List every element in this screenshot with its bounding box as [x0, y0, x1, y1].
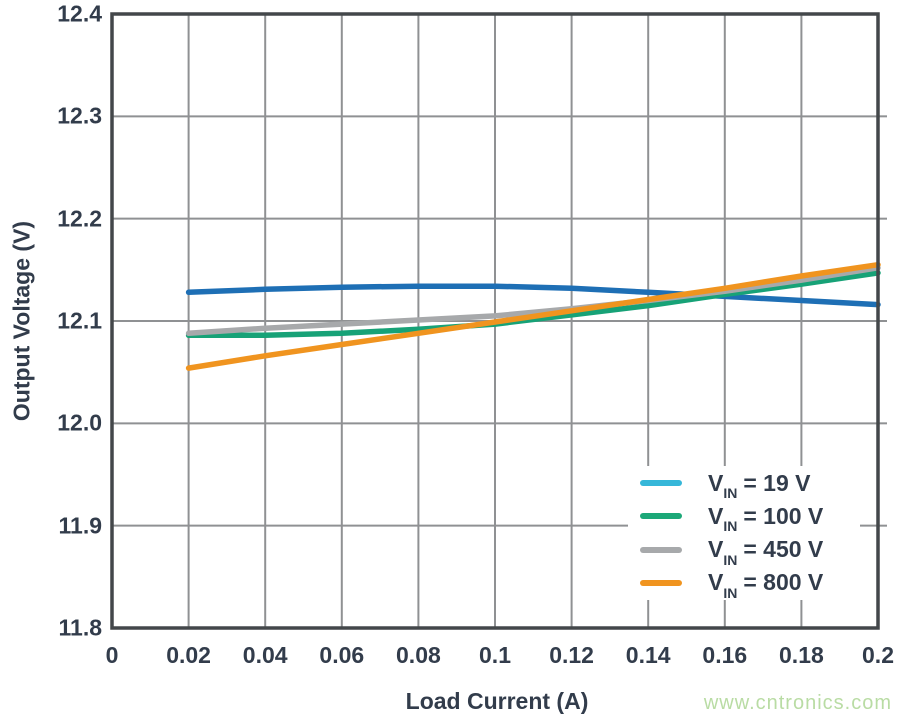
x-tick-label: 0.16: [702, 642, 748, 668]
data-series-lines: [185, 261, 881, 371]
x-axis-title: Load Current (A): [405, 688, 589, 714]
legend-swatch-orange: [640, 579, 682, 586]
y-axis-title: Output Voltage (V): [8, 220, 35, 422]
legend-label: VIN = 19 V: [708, 469, 811, 502]
x-tick-label: 0.08: [396, 642, 441, 668]
legend-swatch-green: [640, 513, 682, 520]
legend-label: VIN = 450 V: [708, 536, 824, 568]
y-tick-label: 12.0: [57, 409, 102, 436]
series-line-0: [185, 283, 881, 308]
y-tick-label: 12.2: [57, 205, 102, 232]
chart-legend: VIN = 19 V VIN = 100 V VIN = 450 V VIN = 800…: [628, 466, 860, 600]
watermark-text: www.cntronics.com: [703, 692, 892, 714]
x-tick-label: 0.02: [166, 642, 211, 668]
legend-item-vin-800v: VIN = 800 V: [628, 568, 860, 602]
y-tick-label: 11.8: [58, 614, 103, 641]
x-tick-label: 0.06: [319, 642, 365, 668]
y-tick-label: 12.4: [57, 0, 102, 27]
x-tick-label: 0.04: [242, 642, 288, 668]
x-tick-label: 0.14: [625, 642, 671, 668]
legend-item-vin-450v: VIN = 450 V: [628, 535, 860, 568]
y-tick-label: 12.3: [57, 102, 102, 129]
x-tick-label: 0.2: [862, 642, 894, 668]
legend-label: VIN = 100 V: [708, 502, 824, 535]
legend-swatch-cyan: [640, 480, 682, 486]
x-tick-label: 0.12: [549, 642, 594, 668]
y-tick-label: 12.1: [57, 307, 102, 334]
legend-label: VIN = 800 V: [708, 569, 824, 602]
series-line-2: [185, 265, 881, 337]
plot-border: [110, 12, 880, 630]
y-tick-label: 11.9: [58, 512, 103, 539]
legend-item-vin-19v: VIN = 19 V: [628, 468, 860, 502]
legend-item-vin-100v: VIN = 100 V: [628, 501, 860, 535]
series-line-3: [185, 261, 881, 371]
series-line-1: [185, 270, 881, 339]
legend-swatch-gray: [640, 546, 682, 553]
x-tick-label: 0.1: [479, 642, 511, 668]
x-tick-label: 0.18: [779, 642, 824, 668]
x-tick-label: 0: [105, 642, 119, 668]
